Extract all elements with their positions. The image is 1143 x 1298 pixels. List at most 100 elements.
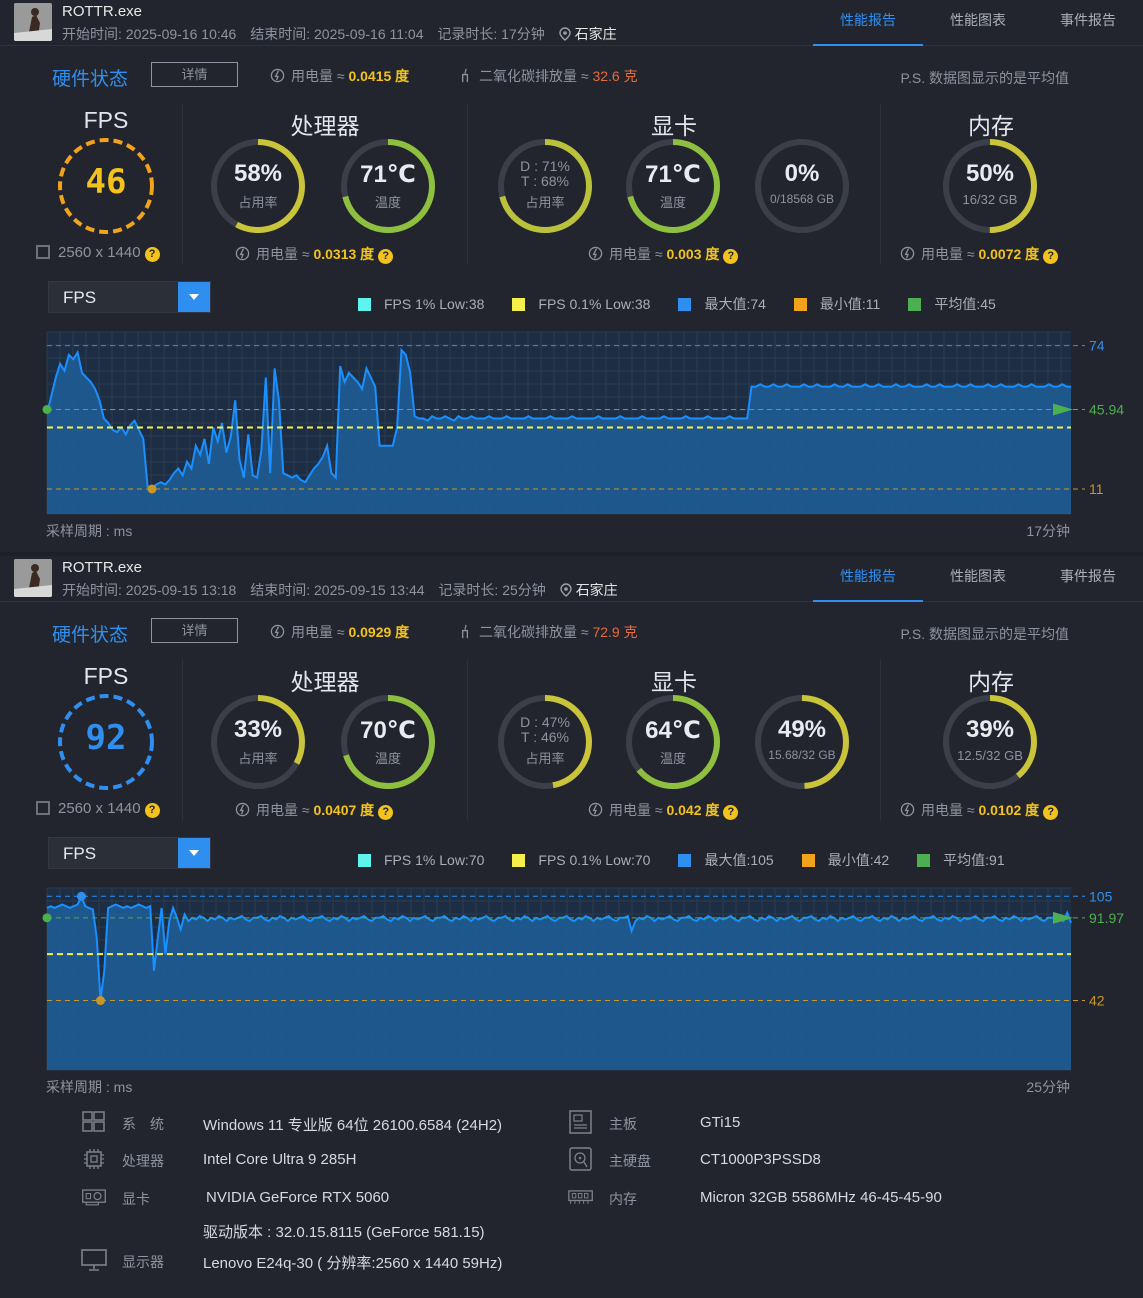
fps-series-line bbox=[46, 347, 1071, 491]
session-meta: 开始时间: 2025-09-15 13:18 结束时间: 2025-09-15 … bbox=[62, 580, 628, 600]
help-icon[interactable]: ? bbox=[378, 249, 394, 264]
gpu-usage-label: 占用率 bbox=[525, 751, 565, 766]
max-label: 74 bbox=[1089, 338, 1105, 354]
fps-chart: 74 45.94 11 bbox=[42, 331, 1124, 515]
gpu-usage-gauge: D : 71% T : 68% 占用率 bbox=[495, 136, 595, 236]
app-icon bbox=[14, 559, 52, 597]
memory-module-icon bbox=[568, 1190, 593, 1204]
memory-title: 内存 bbox=[968, 113, 1014, 139]
legend-01pct-low: FPS 0.1% Low:70 bbox=[512, 850, 650, 870]
metric-select[interactable]: FPS bbox=[48, 837, 211, 869]
help-icon[interactable]: ? bbox=[1043, 805, 1059, 820]
fps-area bbox=[47, 896, 1071, 1070]
tab-event-report[interactable]: 事件报告 bbox=[1060, 568, 1116, 584]
co2-value: 32.6 克 bbox=[592, 68, 638, 84]
total-power-value: 0.0415 度 bbox=[348, 68, 410, 84]
metric-select[interactable]: FPS bbox=[48, 281, 211, 313]
total-power: 用电量 ≈ 0.0929 度 bbox=[270, 622, 409, 642]
gpu-temp-value: 64℃ bbox=[645, 717, 701, 744]
tab-performance-chart[interactable]: 性能图表 bbox=[950, 568, 1006, 584]
co2-emission: 二氧化碳排放量 ≈ 72.9 克 bbox=[458, 622, 638, 642]
gpu-value: NVIDIA GeForce RTX 5060 bbox=[206, 1189, 390, 1206]
gpu-power: 用电量 ≈ 0.003 度? bbox=[588, 244, 739, 264]
fps-gauge: 92 bbox=[56, 692, 156, 792]
power-meter-icon bbox=[900, 802, 915, 817]
titlebar: ROTTR.exe 开始时间: 2025-09-15 13:18 结束时间: 2… bbox=[0, 556, 1143, 602]
gpu-power: 用电量 ≈ 0.042 度? bbox=[588, 800, 739, 820]
gpu-temp-label: 温度 bbox=[659, 751, 686, 766]
sample-period-label: 采样周期 : ms bbox=[46, 1079, 133, 1095]
app-name: ROTTR.exe bbox=[62, 559, 143, 576]
fps-title: FPS bbox=[83, 107, 129, 133]
memory-detail: 12.5/32 GB bbox=[957, 748, 1023, 763]
memory-power: 用电量 ≈ 0.0102 度? bbox=[900, 800, 1059, 820]
divider bbox=[467, 660, 468, 820]
memory-power-value: 0.0102 度 bbox=[978, 802, 1040, 818]
cpu-temp-value: 71℃ bbox=[360, 161, 416, 188]
ps-note: P.S. 数据图显示的是平均值 bbox=[900, 70, 1069, 86]
memory-power: 用电量 ≈ 0.0072 度? bbox=[900, 244, 1059, 264]
end-time: 结束时间: 2025-09-16 11:04 bbox=[250, 26, 424, 42]
divider bbox=[182, 660, 183, 820]
legend-1pct-low: FPS 1% Low:38 bbox=[358, 294, 484, 314]
power-meter-icon bbox=[588, 802, 603, 817]
help-icon[interactable]: ? bbox=[144, 247, 160, 262]
min-marker bbox=[95, 996, 105, 1006]
session-report-1: ROTTR.exe 开始时间: 2025-09-16 10:46 结束时间: 2… bbox=[0, 0, 1143, 552]
x-end-label: 25分钟 bbox=[1026, 1079, 1070, 1095]
app-icon bbox=[14, 3, 52, 41]
end-time: 结束时间: 2025-09-15 13:44 bbox=[250, 582, 425, 598]
tab-performance-chart[interactable]: 性能图表 bbox=[950, 12, 1006, 28]
power-meter-icon bbox=[270, 68, 285, 83]
help-icon[interactable]: ? bbox=[723, 249, 739, 264]
gpu-usage-label: 占用率 bbox=[525, 195, 565, 210]
driver-value: 驱动版本 : 32.0.15.8115 (GeForce 581.15) bbox=[203, 1224, 485, 1241]
gpu-power-value: 0.003 度 bbox=[666, 246, 720, 262]
divider bbox=[182, 104, 183, 264]
help-icon[interactable]: ? bbox=[1043, 249, 1059, 264]
gpu-temp-label: 温度 bbox=[659, 195, 686, 210]
avg-marker bbox=[42, 404, 52, 414]
location-pin-icon bbox=[559, 583, 572, 597]
chevron-down-icon[interactable] bbox=[178, 838, 210, 868]
cpu-usage-gauge: 33% 占用率 bbox=[208, 692, 308, 792]
help-icon[interactable]: ? bbox=[144, 803, 160, 818]
memory-usage-value: 50% bbox=[965, 160, 1015, 187]
cpu-temp-label: 温度 bbox=[374, 751, 401, 766]
cpu-title: 处理器 bbox=[290, 669, 360, 695]
hardware-status-title: 硬件状态 bbox=[52, 625, 129, 646]
tab-event-report[interactable]: 事件报告 bbox=[1060, 12, 1116, 28]
report-tabs: 性能报告 性能图表 事件报告 bbox=[813, 556, 1143, 602]
power-meter-icon bbox=[588, 246, 603, 261]
cpu-temp-gauge: 71℃ 温度 bbox=[338, 136, 438, 236]
app-name: ROTTR.exe bbox=[62, 3, 143, 20]
details-button[interactable]: 详情 bbox=[151, 618, 238, 643]
divider bbox=[880, 104, 881, 264]
total-power-value: 0.0929 度 bbox=[348, 624, 410, 640]
help-icon[interactable]: ? bbox=[723, 805, 739, 820]
max-marker bbox=[76, 891, 86, 901]
fps-value: 46 bbox=[85, 162, 127, 202]
session-meta: 开始时间: 2025-09-16 10:46 结束时间: 2025-09-16 … bbox=[62, 24, 627, 44]
cpu-usage-gauge: 58% 占用率 bbox=[208, 136, 308, 236]
chevron-down-icon[interactable] bbox=[178, 282, 210, 312]
tab-performance-report[interactable]: 性能报告 bbox=[813, 556, 923, 602]
cpu-usage-label: 占用率 bbox=[238, 195, 278, 210]
motherboard-icon bbox=[569, 1110, 592, 1134]
help-icon[interactable]: ? bbox=[378, 805, 394, 820]
cpu-temp-gauge: 70℃ 温度 bbox=[338, 692, 438, 792]
tab-performance-report[interactable]: 性能报告 bbox=[813, 0, 923, 46]
duration: 记录时长: 17分钟 bbox=[437, 26, 545, 42]
report-tabs: 性能报告 性能图表 事件报告 bbox=[813, 0, 1143, 46]
windows-icon bbox=[82, 1111, 105, 1132]
hardware-status-row: 硬件状态 详情 用电量 ≈ 0.0929 度 二氧化碳排放量 ≈ 72.9 克 … bbox=[0, 616, 1143, 648]
os-value: Windows 11 专业版 64位 26100.6584 (24H2) bbox=[203, 1117, 503, 1134]
location-pin-icon bbox=[558, 27, 571, 41]
details-button[interactable]: 详情 bbox=[151, 62, 238, 87]
resolution: 2560 x 1440? bbox=[36, 800, 160, 818]
monitor-icon bbox=[81, 1249, 107, 1271]
start-time: 开始时间: 2025-09-15 13:18 bbox=[62, 582, 237, 598]
gpu-vram-detail: 0/18568 GB bbox=[769, 192, 835, 206]
legend-max: 最大值:105 bbox=[678, 850, 774, 870]
min-label: 11 bbox=[1089, 481, 1104, 497]
